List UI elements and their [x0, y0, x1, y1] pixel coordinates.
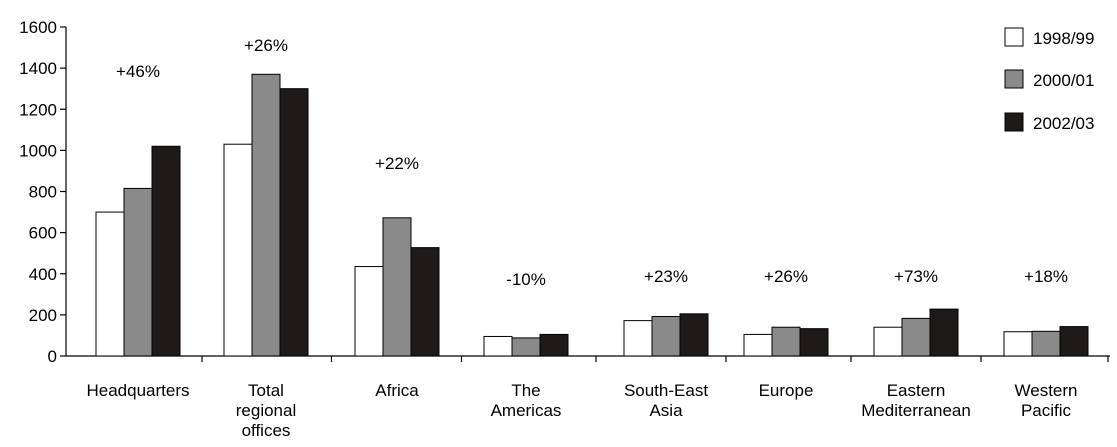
percent-change-label: +26%: [764, 267, 808, 286]
y-tick-label: 1000: [19, 141, 57, 160]
bar-2000-01: [382, 217, 412, 357]
x-category-label: Western Pacific: [1015, 381, 1078, 420]
x-category-label-line: regional: [236, 401, 297, 420]
x-category-label-line: Asia: [649, 401, 683, 420]
legend-label: 2000/01: [1033, 71, 1094, 90]
x-category-label: Africa: [375, 381, 419, 400]
legend-swatch: [1004, 69, 1024, 89]
x-category-label: Eastern Mediterranean: [861, 381, 971, 420]
x-category-label-line: Total: [248, 381, 284, 400]
bar-2002-03: [279, 88, 309, 357]
x-category-label-line: Headquarters: [86, 381, 189, 400]
legend-label: 1998/99: [1033, 29, 1094, 48]
bar-2000-01: [251, 73, 281, 357]
bar-1998-99: [223, 143, 253, 357]
legend: 1998/99 2000/01 2002/03: [1004, 27, 1094, 133]
bar-2002-03: [799, 328, 829, 357]
x-category-label: Europe: [759, 381, 814, 400]
x-category-label-line: offices: [242, 421, 291, 440]
x-category-label-line: South-East: [624, 381, 708, 400]
x-category-label: South-East Asia: [624, 381, 708, 420]
y-tick-label: 1600: [19, 18, 57, 37]
bar-2000-01: [651, 316, 681, 357]
bar-1998-99: [623, 320, 653, 357]
bar-2002-03: [929, 308, 959, 357]
percent-change-label: -10%: [506, 270, 546, 289]
bar-1998-99: [873, 326, 903, 357]
bar-2002-03: [410, 247, 440, 357]
bar-2002-03: [151, 145, 181, 357]
bar-2000-01: [511, 337, 541, 357]
bar-2000-01: [901, 317, 931, 357]
x-category-label-line: Eastern: [887, 381, 946, 400]
bars: [95, 73, 1089, 357]
bar-2002-03: [679, 313, 709, 357]
x-category-label-line: Americas: [491, 401, 562, 420]
bar-1998-99: [1003, 331, 1033, 357]
x-category-label-line: The: [511, 381, 540, 400]
y-tick-label: 400: [29, 265, 57, 284]
percent-change-label: +23%: [644, 267, 688, 286]
percent-change-label: +73%: [894, 267, 938, 286]
x-category-label: Total regional offices: [236, 381, 297, 440]
bar-1998-99: [483, 335, 513, 357]
x-axis: [66, 355, 1110, 362]
y-tick-label: 800: [29, 183, 57, 202]
bar-2002-03: [539, 333, 569, 357]
bar-1998-99: [95, 211, 125, 357]
x-category-label-line: Western: [1015, 381, 1078, 400]
percent-change-label: +18%: [1024, 267, 1068, 286]
annotations: +46% +26% +22% -10% +23% +26% +73% +18%: [116, 36, 1068, 289]
legend-swatch: [1004, 27, 1024, 47]
y-tick-label: 1200: [19, 100, 57, 119]
category-labels: Headquarters Total regional offices Africa Th…: [86, 381, 1077, 440]
legend-swatch: [1004, 112, 1024, 132]
x-category-label-line: Pacific: [1021, 401, 1072, 420]
bar-2000-01: [123, 187, 153, 357]
y-tick-label: 0: [48, 347, 57, 366]
x-category-label-line: Mediterranean: [861, 401, 971, 420]
x-category-label-line: Europe: [759, 381, 814, 400]
y-tick-label: 600: [29, 224, 57, 243]
legend-label: 2002/03: [1033, 114, 1094, 133]
bar-1998-99: [743, 333, 773, 357]
percent-change-label: +46%: [116, 62, 160, 81]
percent-change-label: +22%: [375, 154, 419, 173]
bar-2002-03: [1059, 326, 1089, 357]
x-category-label: The Americas: [491, 381, 562, 420]
bar-2000-01: [771, 326, 801, 357]
bar-1998-99: [354, 266, 384, 357]
percent-change-label: +26%: [244, 36, 288, 55]
y-tick-label: 200: [29, 306, 57, 325]
y-tick-label: 1400: [19, 59, 57, 78]
x-category-label-line: Africa: [375, 381, 419, 400]
x-category-label: Headquarters: [86, 381, 189, 400]
bar-2000-01: [1031, 330, 1061, 357]
y-axis: 0 200 400 600 800 1000 1200 1400 1600: [19, 18, 67, 366]
